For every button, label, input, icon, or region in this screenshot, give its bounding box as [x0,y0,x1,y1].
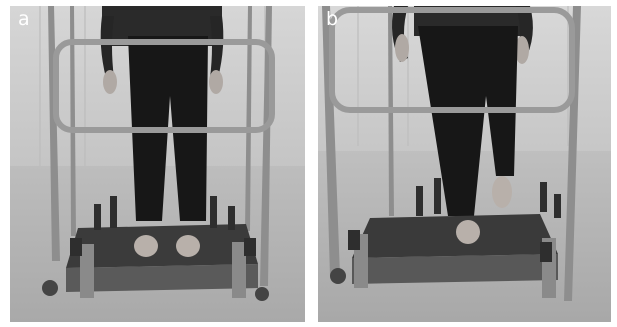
legs [128,36,208,221]
platform-leg-left [80,244,94,298]
wheel-left [42,280,58,296]
handle-bar [53,39,275,133]
clamps [348,178,561,262]
platform-side [66,264,258,292]
wall-panels [357,6,569,146]
legs [418,26,518,216]
wheel-right [255,287,269,301]
platform-top [66,224,258,268]
right-foot [176,235,200,257]
photo-panel-b: b [318,6,611,322]
platform-side [352,254,558,284]
left-hand [103,70,117,94]
right-hand [515,36,529,64]
platform-top [352,214,558,258]
handle-bar [329,7,575,113]
platform-leg-right [232,242,246,298]
right-arm [210,16,224,78]
planted-foot [456,220,480,244]
clamps [70,196,256,256]
panel-label-b: b [326,8,339,30]
right-hand [209,70,223,94]
left-hand [395,34,409,62]
panel-label-a: a [18,8,30,30]
left-arm [100,16,114,78]
wheel-left [330,268,346,284]
frame-posts [322,6,581,301]
left-foot [134,235,158,257]
lifted-foot [492,176,512,208]
photo-b-scene [318,6,611,322]
photo-panel-a: a [10,6,305,322]
photo-a-scene [10,6,305,322]
